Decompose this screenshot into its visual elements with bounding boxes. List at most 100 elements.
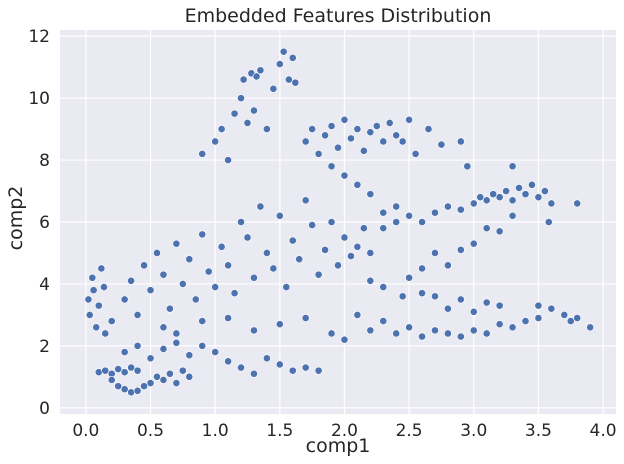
scatter-point [495,227,504,236]
scatter-point [366,190,375,199]
scatter-point [178,366,187,375]
scatter-point [534,301,543,310]
scatter-point [456,245,465,254]
scatter-point [314,149,323,158]
scatter-point [198,341,207,350]
scatter-point [217,242,226,251]
scatter-point [185,372,194,381]
scatter-point [359,146,368,155]
scatter-point [308,221,317,229]
scatter-point [252,72,261,81]
scatter-point [133,366,142,375]
scatter-point [405,273,414,282]
scatter-point [224,314,232,322]
scatter-point [314,366,323,375]
scatter-point [444,202,452,211]
scatter-point [237,363,245,372]
scatter-point [269,84,278,93]
scatter-point [347,252,355,260]
scatter-point [418,289,426,298]
y-tick-label: 12 [28,27,50,47]
scatter-point [101,366,110,375]
scatter-point [204,267,213,276]
scatter-point [146,286,155,295]
grid-lines [60,30,616,414]
scatter-point [275,211,284,220]
scatter-point [166,369,174,378]
scatter-point [198,149,207,158]
x-tick-label: 0.5 [137,421,164,441]
scatter-point [515,184,523,192]
scatter-point [89,286,98,295]
scatter-point [166,304,174,313]
scatter-point [495,301,504,310]
scatter-point [418,264,426,273]
scatter-point [107,376,116,384]
scatter-point [508,196,517,205]
scatter-point [256,202,265,211]
scatter-point [353,242,362,251]
x-tick-label: 3.0 [460,421,487,441]
scatter-point [211,137,220,146]
scatter-point [288,53,297,62]
scatter-point [327,122,336,130]
scatter-point [482,329,491,338]
scatter-point [469,239,478,248]
scatter-point [217,125,226,133]
scatter-point [463,162,472,171]
scatter-point [159,376,168,384]
scatter-point [392,202,401,211]
scatter-point [586,323,595,332]
scatter-point [366,276,375,285]
scatter-point [301,137,310,146]
scatter-point [540,187,549,195]
scatter-point [495,193,504,202]
scatter-point [469,307,478,316]
scatter-point [437,140,446,149]
scatter-point [172,338,181,347]
scatter-point [178,280,187,288]
scatter-point [101,329,110,338]
scatter-point [275,60,284,68]
scatter-point [385,119,394,127]
scatter-point [379,224,388,233]
scatter-point [508,323,517,332]
scatter-point [159,270,168,279]
scatter-point [291,78,300,87]
scatter-point [301,314,310,322]
scatter-point [127,388,136,397]
scatter-point [534,193,543,202]
scatter-point [431,292,439,301]
scatter-point [405,323,414,332]
scatter-point [489,190,498,199]
scatter-point [114,365,123,373]
scatter-point [100,283,108,291]
scatter-point [353,125,362,133]
scatter-point [340,171,349,180]
scatter-point [418,332,426,341]
scatter-point [334,143,342,152]
y-tick-label: 2 [39,337,50,357]
scatter-point [243,119,252,127]
scatter-point [85,311,94,319]
scatter-point [424,125,433,133]
scatter-point [250,273,258,282]
scatter-point [153,249,161,257]
scatter-point [256,66,265,75]
scatter-point [107,317,116,325]
scatter-point [521,317,530,325]
scatter-point [353,180,362,189]
scatter-point [508,162,517,171]
scatter-point [405,115,414,124]
scatter-point [347,134,355,143]
scatter-point [250,106,258,115]
scatter-point [172,329,181,338]
y-tick-label: 0 [39,399,50,419]
scatter-point [146,354,155,363]
scatter-point [308,125,317,133]
x-axis-label: comp1 [306,435,371,457]
x-tick-label: 4.0 [590,421,617,441]
scatter-point [431,249,439,257]
scatter-point [275,360,284,369]
